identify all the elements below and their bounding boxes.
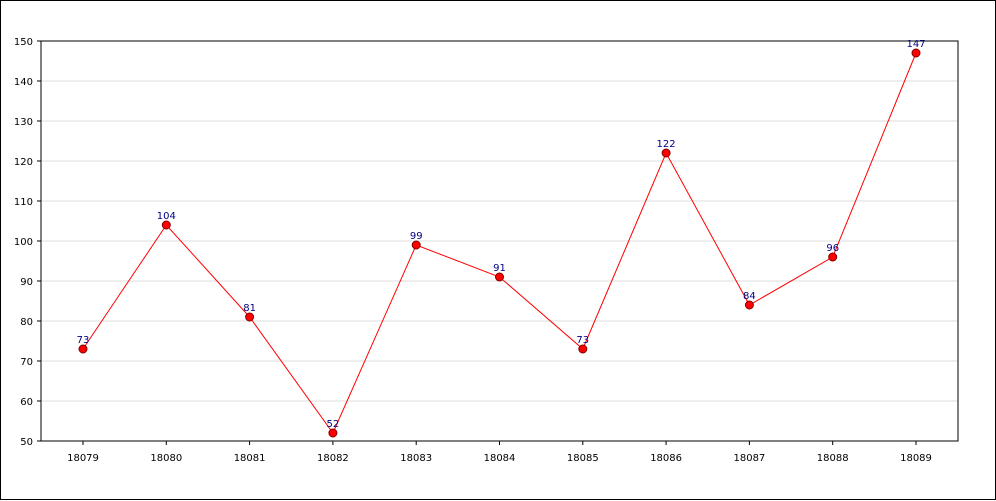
data-point: [578, 344, 588, 354]
x-tick-label: 18087: [733, 453, 765, 464]
x-tick-label: 18089: [900, 453, 932, 464]
x-tick-label: 18083: [400, 453, 432, 464]
data-point: [78, 344, 88, 354]
data-label: 84: [743, 291, 756, 302]
data-point: [411, 240, 421, 250]
data-label: 73: [77, 335, 90, 346]
y-tick-label: 100: [14, 237, 33, 248]
data-point: [328, 428, 338, 438]
y-tick-label: 130: [14, 117, 33, 128]
data-point: [161, 220, 171, 230]
y-tick-label: 90: [20, 277, 33, 288]
data-label: 104: [157, 211, 176, 222]
y-tick-label: 140: [14, 77, 33, 88]
data-label: 99: [410, 231, 423, 242]
x-tick-label: 18084: [484, 453, 516, 464]
data-label: 52: [327, 419, 340, 430]
data-point: [245, 312, 255, 322]
data-point: [744, 300, 754, 310]
data-point: [661, 148, 671, 158]
x-tick-label: 18086: [650, 453, 682, 464]
data-label: 81: [243, 303, 256, 314]
y-tick-label: 120: [14, 157, 33, 168]
x-tick-label: 18088: [817, 453, 849, 464]
data-label: 147: [906, 39, 925, 50]
x-tick-label: 18081: [234, 453, 266, 464]
x-tick-label: 18079: [67, 453, 99, 464]
x-tick-label: 18085: [567, 453, 599, 464]
y-tick-label: 150: [14, 37, 33, 48]
y-tick-label: 60: [20, 397, 33, 408]
y-tick-label: 80: [20, 317, 33, 328]
y-tick-label: 70: [20, 357, 33, 368]
data-point: [911, 48, 921, 58]
data-label: 91: [493, 263, 506, 274]
data-label: 96: [826, 243, 839, 254]
y-tick-label: 50: [20, 437, 33, 448]
data-point: [495, 272, 504, 282]
x-tick-label: 18082: [317, 453, 349, 464]
data-point: [828, 252, 838, 262]
data-label: 122: [657, 139, 676, 150]
data-label: 73: [576, 335, 589, 346]
series-line: [82, 52, 917, 435]
x-tick-label: 18080: [150, 453, 182, 464]
y-tick-label: 110: [14, 197, 33, 208]
